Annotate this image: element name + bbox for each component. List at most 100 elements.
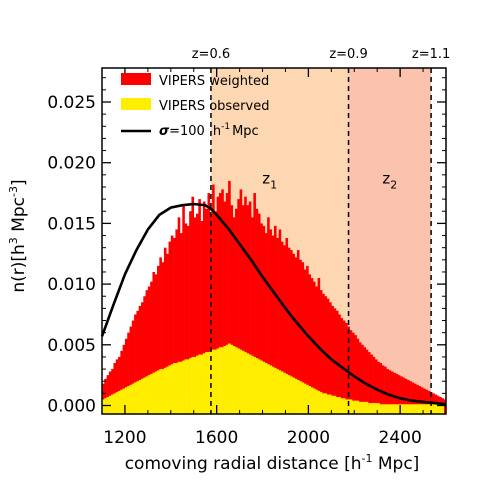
bar-observed bbox=[120, 389, 123, 414]
bar-observed bbox=[395, 404, 399, 414]
x-tick-label: 1600 bbox=[195, 428, 238, 448]
bar-observed bbox=[200, 354, 204, 414]
redshift-markers: z=0.6 z=0.9 z=1.1 bbox=[192, 47, 450, 414]
bar-observed bbox=[409, 404, 412, 414]
bar-weighted bbox=[120, 350, 123, 414]
bar-observed bbox=[310, 387, 314, 414]
bar-weighted bbox=[379, 363, 383, 414]
bar-observed bbox=[317, 390, 321, 414]
bar-observed bbox=[400, 404, 403, 414]
bar-weighted bbox=[143, 296, 146, 414]
bar-observed bbox=[388, 404, 392, 414]
bar-observed bbox=[221, 347, 224, 414]
bar-observed bbox=[290, 376, 293, 414]
bar-weighted bbox=[216, 196, 220, 414]
bar-weighted bbox=[413, 383, 417, 414]
bar-observed bbox=[228, 343, 231, 414]
bar-observed bbox=[287, 375, 291, 414]
bar-observed bbox=[441, 404, 445, 414]
bar-observed bbox=[420, 404, 424, 414]
bar-weighted bbox=[443, 399, 447, 414]
bar-observed bbox=[184, 359, 188, 414]
bar-weighted bbox=[161, 262, 165, 414]
bar-observed bbox=[356, 400, 360, 414]
bar-weighted bbox=[122, 344, 126, 414]
bar-weighted bbox=[200, 220, 204, 414]
bar-weighted bbox=[407, 380, 410, 414]
bar-observed bbox=[145, 376, 149, 414]
bar-observed bbox=[377, 403, 380, 414]
bar-weighted bbox=[285, 237, 289, 414]
bar-weighted bbox=[278, 229, 282, 414]
bar-weighted bbox=[106, 375, 110, 414]
bar-weighted bbox=[296, 250, 300, 414]
bar-weighted bbox=[170, 235, 174, 414]
bar-weighted bbox=[212, 184, 215, 414]
bar-observed bbox=[154, 371, 158, 414]
legend-swatch-weighted bbox=[121, 73, 151, 85]
legend-label-observed: VIPERS observed bbox=[159, 99, 269, 114]
bar-weighted bbox=[253, 193, 256, 414]
bar-observed bbox=[143, 377, 146, 414]
bar-observed bbox=[329, 394, 332, 414]
bar-observed bbox=[432, 404, 435, 414]
bar-observed bbox=[177, 361, 181, 414]
bar-weighted bbox=[374, 359, 378, 414]
bar-observed bbox=[225, 344, 229, 414]
bar-observed bbox=[425, 404, 428, 414]
bar-observed bbox=[322, 393, 325, 414]
bar-observed bbox=[173, 363, 176, 414]
bar-weighted bbox=[207, 193, 211, 414]
bar-observed bbox=[303, 383, 307, 414]
bar-observed bbox=[207, 352, 211, 414]
redshift-label-1: z=0.6 bbox=[192, 47, 230, 62]
bar-weighted bbox=[372, 356, 376, 414]
bar-observed bbox=[218, 347, 222, 414]
y-tick-label: 0.020 bbox=[47, 154, 96, 174]
bar-weighted bbox=[345, 322, 348, 414]
bar-observed bbox=[418, 404, 422, 414]
bar-weighted bbox=[283, 245, 286, 414]
bar-observed bbox=[374, 403, 378, 414]
bar-observed bbox=[427, 404, 431, 414]
bar-weighted bbox=[269, 229, 273, 414]
bar-weighted bbox=[111, 369, 114, 414]
bar-observed bbox=[205, 352, 208, 414]
bar-observed bbox=[244, 352, 247, 414]
bar-observed bbox=[361, 401, 364, 414]
bar-weighted bbox=[310, 278, 314, 414]
y-tick-label: 0.000 bbox=[47, 397, 96, 417]
bar-observed bbox=[157, 370, 160, 414]
bar-observed bbox=[319, 392, 323, 414]
bar-observed bbox=[255, 358, 259, 414]
legend-label-weighted: VIPERS weighted bbox=[159, 74, 269, 89]
bar-weighted bbox=[225, 193, 229, 414]
bar-observed bbox=[368, 403, 371, 414]
bar-weighted bbox=[241, 205, 245, 414]
bar-observed bbox=[349, 399, 353, 414]
bar-observed bbox=[179, 361, 183, 414]
bar-observed bbox=[315, 389, 318, 414]
bar-observed bbox=[283, 372, 286, 414]
bar-weighted bbox=[251, 217, 254, 414]
bar-weighted bbox=[173, 237, 176, 414]
bar-observed bbox=[186, 359, 190, 414]
bar-weighted bbox=[235, 208, 238, 414]
bar-observed bbox=[182, 360, 185, 414]
redshift-label-3: z=1.1 bbox=[412, 47, 450, 62]
bar-weighted bbox=[319, 290, 323, 414]
bar-observed bbox=[223, 346, 227, 414]
bar-observed bbox=[363, 401, 367, 414]
bar-weighted bbox=[388, 370, 392, 414]
bar-weighted bbox=[312, 281, 316, 414]
bar-observed bbox=[235, 347, 238, 414]
bar-observed bbox=[347, 399, 350, 414]
bar-weighted bbox=[347, 326, 350, 414]
bar-weighted bbox=[361, 344, 364, 414]
bar-observed bbox=[390, 404, 394, 414]
bar-weighted bbox=[244, 196, 247, 414]
bar-observed bbox=[372, 403, 376, 414]
bar-weighted bbox=[390, 371, 394, 414]
bar-weighted bbox=[104, 378, 107, 414]
bar-observed bbox=[163, 367, 167, 414]
